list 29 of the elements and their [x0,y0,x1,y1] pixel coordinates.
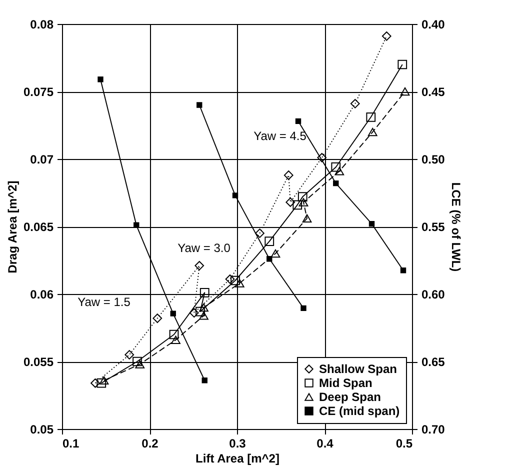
y-tick-label: 0.08 [30,18,54,32]
y2-tick-label: 0.55 [422,220,446,234]
x-tick-label: 0.5 [396,436,413,450]
y-tick-label: 0.06 [30,288,54,302]
annotation: Yaw = 4.5 [254,129,307,143]
y2-tick-label: 0.50 [422,152,446,166]
legend-label: Mid Span [319,376,372,390]
y-tick-label: 0.05 [30,422,54,436]
x-tick-label: 0.2 [142,436,159,450]
y2-tick-label: 0.65 [422,355,446,369]
legend-label: CE (mid span) [319,404,400,418]
y-tick-label: 0.07 [30,152,54,166]
x-tick-label: 0.3 [229,436,246,450]
y-axis-title: Drag Area [m^2] [5,180,20,274]
y2-axis-title: LCE (% of LWL) [448,182,463,272]
y-tick-label: 0.065 [23,220,54,234]
y-tick-label: 0.075 [23,85,54,99]
annotation: Yaw = 3.0 [178,241,231,255]
y2-tick-label: 0.60 [422,288,446,302]
legend-label: Deep Span [319,390,382,404]
x-axis-title: Lift Area [m^2] [196,452,280,466]
y2-tick-label: 0.40 [422,18,446,32]
annotation: Yaw = 1.5 [78,295,131,309]
x-tick-label: 0.4 [316,436,334,450]
y2-tick-label: 0.70 [422,422,446,436]
y2-tick-label: 0.45 [422,85,446,99]
x-tick-label: 0.1 [62,436,80,450]
y-tick-label: 0.055 [23,355,54,369]
legend-label: Shallow Span [319,362,398,376]
